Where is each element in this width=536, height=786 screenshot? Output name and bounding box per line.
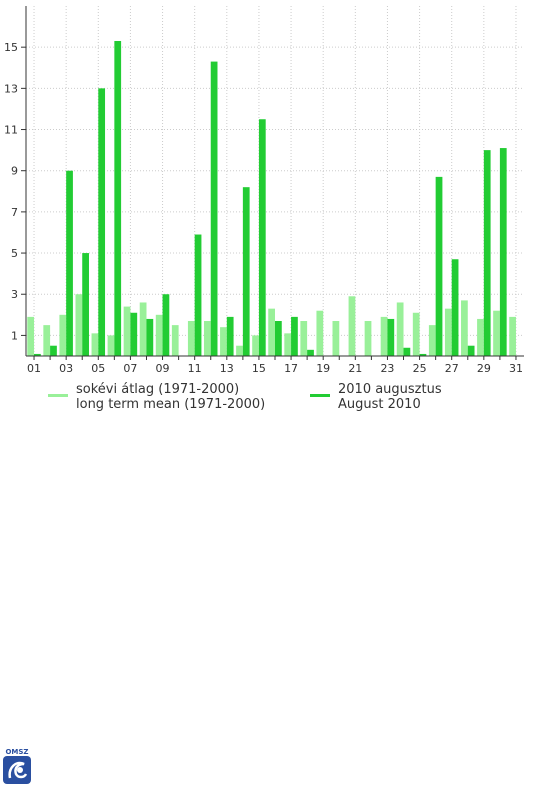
bar-current-15	[258, 119, 266, 357]
y-tick-label: 15	[4, 41, 18, 54]
x-tick-label: 03	[59, 362, 73, 372]
bar-current-12	[210, 61, 218, 357]
omsz-logo: OMSZ	[2, 748, 32, 786]
legend-swatch-mean	[48, 394, 68, 397]
bar-long-term-mean-30	[493, 310, 500, 356]
bar-long-term-mean-15	[252, 335, 259, 356]
x-tick-label: 21	[348, 362, 362, 372]
y-tick-label: 5	[11, 247, 18, 260]
y-tick-label: 11	[4, 124, 18, 137]
x-tick-label: 19	[316, 362, 330, 372]
bar-long-term-mean-17	[284, 333, 292, 356]
bar-current-02	[50, 345, 57, 356]
bar-long-term-mean-14	[236, 345, 243, 356]
bar-long-term-mean-11	[187, 321, 195, 356]
bar-current-17	[291, 316, 298, 356]
bar-current-28	[467, 345, 475, 356]
bar-current-07	[130, 312, 138, 356]
x-tick-label: 05	[91, 362, 105, 372]
bar-long-term-mean-24	[396, 302, 404, 356]
x-tick-label: 25	[413, 362, 427, 372]
bar-long-term-mean-12	[203, 321, 211, 356]
x-tick-label: 01	[27, 362, 41, 372]
x-tick-label: 31	[509, 362, 523, 372]
x-tick-label: 23	[380, 362, 394, 372]
y-tick-label: 13	[4, 82, 18, 95]
bar-long-term-mean-27	[444, 308, 452, 356]
y-tick-label: 3	[11, 288, 18, 301]
bar-current-14	[242, 187, 250, 356]
bar-long-term-mean-16	[268, 308, 275, 356]
x-tick-label: 13	[220, 362, 234, 372]
legend-label-current-en: August 2010	[338, 397, 421, 412]
bar-current-06	[114, 41, 122, 356]
x-tick-label: 11	[188, 362, 202, 372]
legend-label-mean-hu: sokévi átlag (1971-2000)	[76, 382, 240, 397]
bar-long-term-mean-05	[91, 333, 99, 356]
bar-current-11	[194, 234, 202, 356]
x-tick-label: 29	[477, 362, 491, 372]
bar-current-26	[435, 176, 443, 356]
x-tick-label: 09	[156, 362, 170, 372]
legend-label-mean-en: long term mean (1971-2000)	[76, 397, 266, 412]
y-tick-label: 1	[11, 329, 18, 342]
x-tick-label: 17	[284, 362, 298, 372]
chart-axes	[21, 6, 524, 360]
bar-current-18	[307, 349, 314, 356]
y-tick-label: 9	[11, 165, 18, 178]
y-tick-label: 7	[11, 206, 18, 219]
legend: OMSZ sokévi átlag (1971-2000) long term …	[0, 372, 536, 784]
bar-current-16	[275, 321, 282, 356]
bar-current-04	[82, 253, 89, 356]
bar-long-term-mean-28	[461, 300, 468, 356]
legend-swatch-current	[310, 394, 330, 397]
omsz-logo-icon	[3, 756, 31, 784]
bar-long-term-mean-10	[171, 325, 179, 356]
bar-current-01	[34, 353, 41, 356]
bar-long-term-mean-02	[43, 325, 51, 356]
legend-label-current-hu: 2010 augusztus	[338, 382, 442, 397]
bar-long-term-mean-01	[27, 316, 35, 356]
bar-long-term-mean-26	[428, 325, 436, 356]
bar-long-term-mean-22	[364, 321, 372, 356]
bar-long-term-mean-29	[477, 318, 484, 356]
bar-long-term-mean-18	[300, 321, 308, 356]
bar-long-term-mean-31	[509, 316, 516, 356]
bar-current-05	[98, 88, 106, 356]
x-tick-labels: 01 03 05 07 09 11 13 15 17 19 21 23 25 27 29 31	[27, 362, 523, 372]
bar-current-27	[451, 259, 459, 356]
bar-long-term-mean-19	[316, 310, 324, 356]
bar-current-08	[146, 318, 154, 356]
bar-long-term-mean-08	[139, 302, 147, 356]
bar-long-term-mean-20	[332, 321, 340, 356]
bar-long-term-mean-23	[380, 316, 388, 356]
bar-long-term-mean-09	[155, 314, 163, 356]
bar-current-23	[387, 318, 395, 356]
bar-current-03	[66, 170, 73, 356]
bar-current-25	[419, 353, 427, 356]
bar-current-09	[162, 294, 170, 356]
bar-current-29	[483, 150, 491, 356]
bar-current-13	[226, 316, 234, 356]
x-tick-label: 15	[252, 362, 266, 372]
bar-long-term-mean-25	[412, 312, 420, 356]
bar-long-term-mean-07	[123, 306, 131, 356]
chart-bars	[27, 41, 516, 357]
bar-long-term-mean-06	[107, 335, 115, 356]
bar-long-term-mean-13	[220, 327, 227, 356]
bar-current-24	[403, 347, 411, 356]
bar-long-term-mean-21	[348, 296, 356, 356]
bar-long-term-mean-04	[75, 294, 83, 356]
bar-current-30	[499, 148, 507, 356]
x-tick-label: 27	[445, 362, 459, 372]
bar-long-term-mean-03	[59, 314, 67, 356]
x-tick-label: 07	[123, 362, 137, 372]
